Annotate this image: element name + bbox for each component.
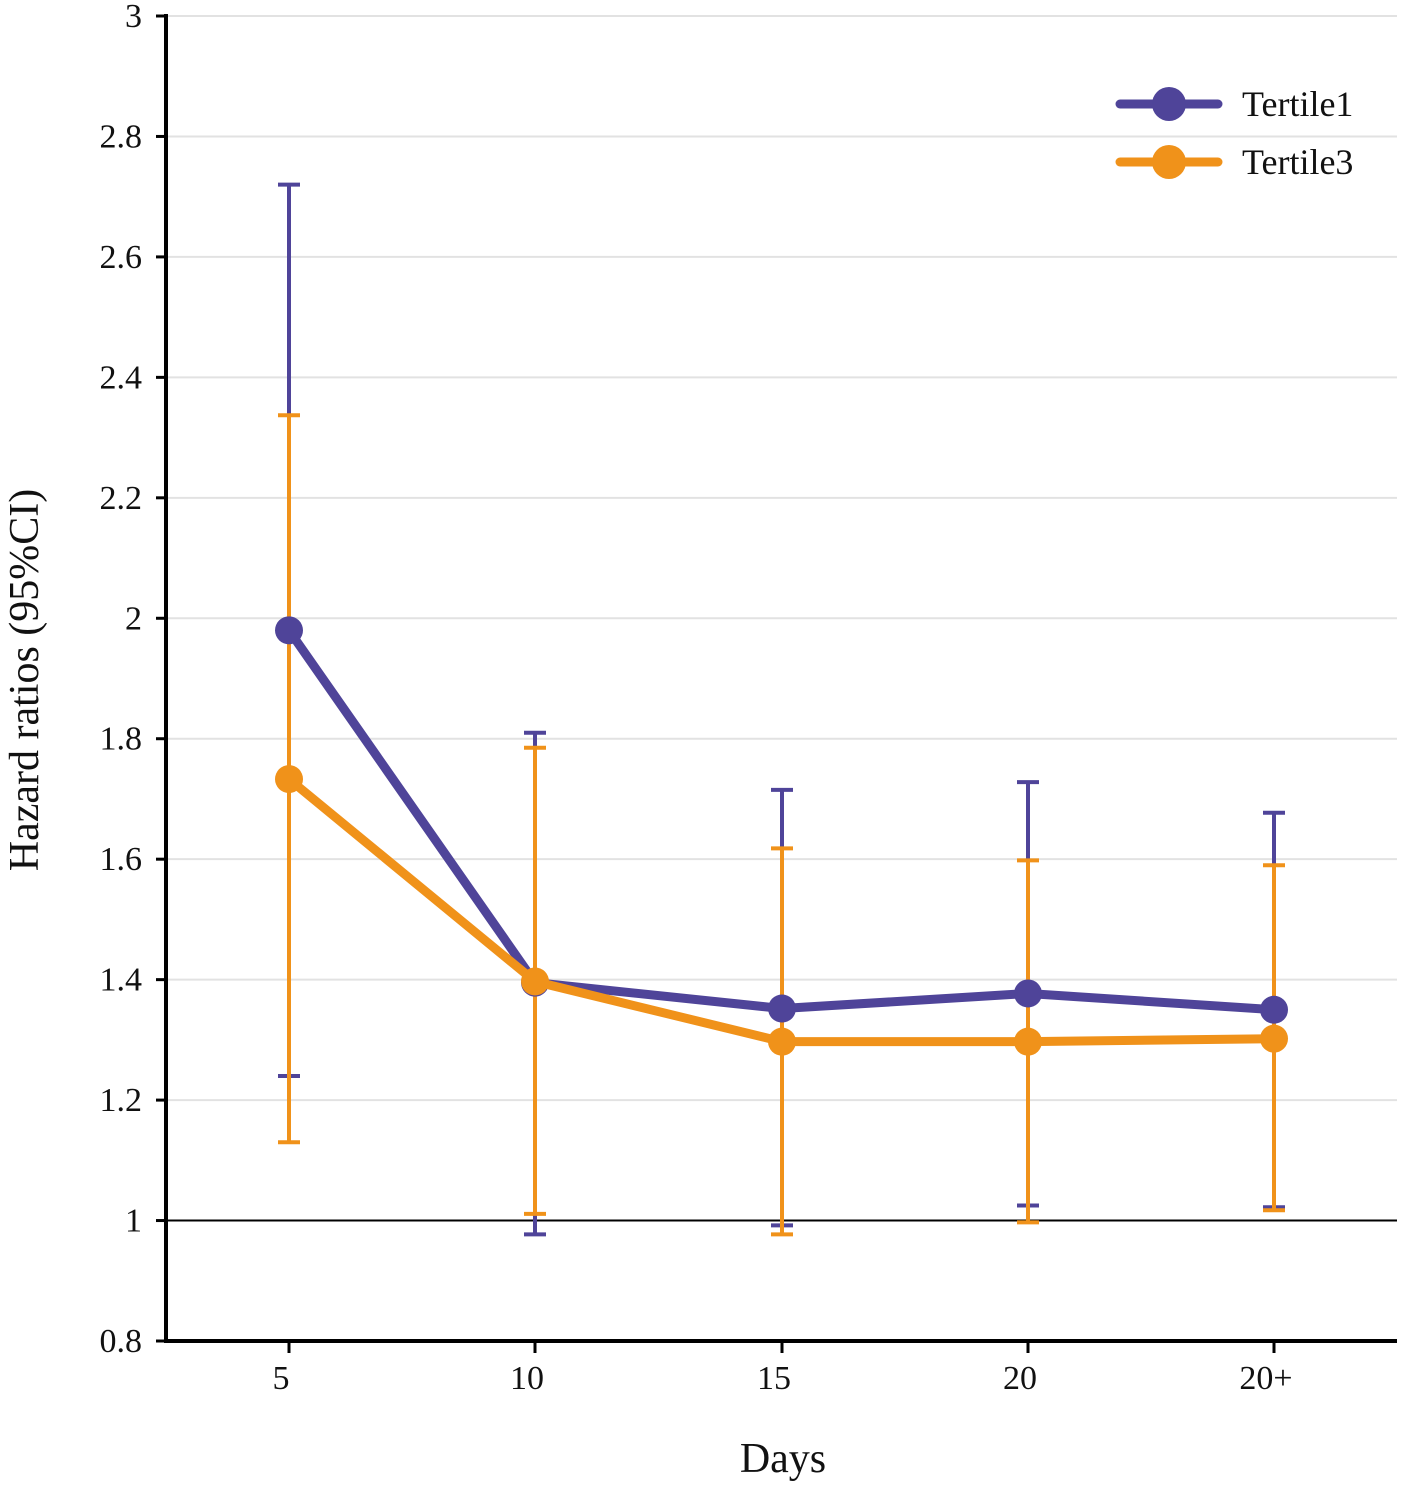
tertile3-point-15 xyxy=(768,1027,796,1056)
y-tick-label-1: 1 xyxy=(125,1203,142,1240)
error-bars xyxy=(278,182,1285,1237)
legend-marker-tertile1 xyxy=(1152,87,1186,121)
legend-label-tertile1: Tertile1 xyxy=(1242,84,1353,124)
tertile1-point-5 xyxy=(275,616,303,645)
series-lines xyxy=(275,616,1288,1056)
y-tick-label-3: 3 xyxy=(125,0,142,35)
legend-marker-tertile3 xyxy=(1152,145,1186,179)
y-tick-label-2.2: 2.2 xyxy=(100,480,143,517)
y-tick-label-2.8: 2.8 xyxy=(100,118,143,155)
tertile1-point-20+ xyxy=(1260,995,1288,1024)
tertile3-point-5 xyxy=(275,765,303,794)
x-axis-title: Days xyxy=(740,1436,826,1482)
x-tick-label-5: 5 xyxy=(273,1360,290,1397)
x-tick-label-20: 20 xyxy=(1003,1360,1037,1397)
y-tick-label-2: 2 xyxy=(125,600,142,637)
y-tick-label-0.8: 0.8 xyxy=(100,1323,143,1360)
legend: Tertile1 Tertile3 xyxy=(1115,84,1353,182)
legend-label-tertile3: Tertile3 xyxy=(1242,142,1353,182)
y-tick-label-1.4: 1.4 xyxy=(100,962,143,999)
tertile1-point-20 xyxy=(1014,979,1042,1008)
tertile3-point-20+ xyxy=(1260,1024,1288,1053)
x-tick-label-20+: 20+ xyxy=(1239,1360,1292,1397)
gridlines xyxy=(166,15,1397,1102)
y-tick-label-1.2: 1.2 xyxy=(100,1082,143,1119)
y-tick-label-2.4: 2.4 xyxy=(100,359,143,396)
y-tick-label-1.8: 1.8 xyxy=(100,721,143,758)
y-tick-label-1.6: 1.6 xyxy=(100,841,143,878)
x-tick-label-10: 10 xyxy=(510,1360,544,1397)
tertile1-point-15 xyxy=(768,994,796,1023)
tertile3-point-20 xyxy=(1014,1027,1042,1056)
axes: 0.8 1 1.2 1.4 1.6 1.8 2 2.2 2.4 2.6 2.8 3 5 10 15 20 20+ xyxy=(100,0,1397,1397)
tertile3-point-10 xyxy=(521,967,549,996)
y-tick-label-2.6: 2.6 xyxy=(100,239,143,276)
y-axis-title: Hazard ratios (95%CI) xyxy=(2,489,48,872)
x-tick-label-15: 15 xyxy=(757,1360,791,1397)
